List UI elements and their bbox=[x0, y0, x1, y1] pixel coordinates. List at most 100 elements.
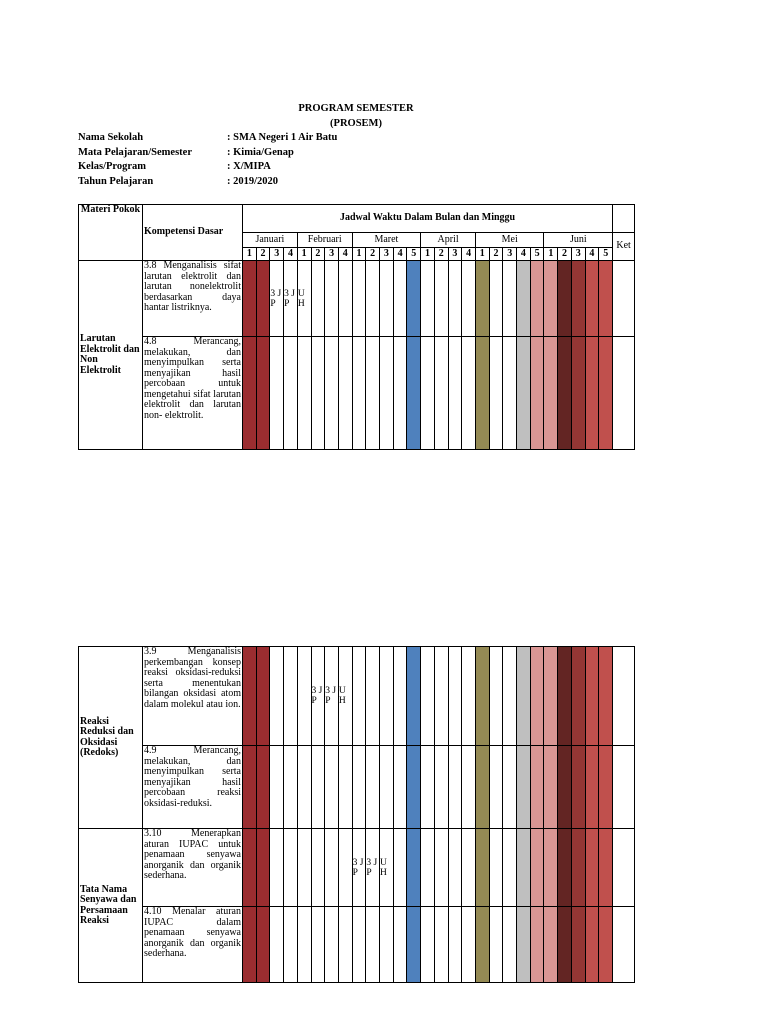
week-cell bbox=[557, 336, 572, 450]
week-cell bbox=[557, 260, 572, 337]
week-cell bbox=[502, 828, 518, 907]
week-cell bbox=[433, 260, 449, 337]
info-value: : X/MIPA bbox=[227, 161, 271, 173]
body-row: 4.8 Merancang, melakukan, dan menyimpulk… bbox=[79, 336, 636, 450]
week-cell: 3 JP bbox=[324, 646, 339, 746]
week-cell bbox=[488, 336, 504, 450]
week-cell bbox=[461, 828, 476, 907]
week-cell bbox=[392, 646, 408, 746]
week-number: 2 bbox=[365, 247, 381, 261]
week-cell: 3 JP bbox=[269, 260, 285, 337]
week-number: 4 bbox=[584, 247, 600, 261]
materi-pokok: Larutan Elektrolit dan Non Elektrolit bbox=[78, 260, 143, 450]
week-cell bbox=[242, 646, 257, 746]
week-cell bbox=[269, 745, 285, 829]
week-cell bbox=[406, 745, 422, 829]
week-cell bbox=[529, 260, 545, 337]
week-cell bbox=[242, 260, 257, 337]
week-cell bbox=[310, 906, 326, 983]
ket-cell bbox=[611, 646, 635, 746]
kompetensi-dasar: 4.8 Merancang, melakukan, dan menyimpulk… bbox=[142, 336, 243, 450]
week-cell bbox=[255, 646, 271, 746]
week-cell bbox=[488, 906, 504, 983]
week-cell bbox=[474, 745, 490, 829]
week-cell bbox=[337, 745, 353, 829]
header-blank bbox=[612, 204, 636, 233]
week-cell bbox=[255, 828, 271, 907]
week-cell bbox=[255, 745, 271, 829]
week-cell bbox=[420, 828, 435, 907]
week-cell bbox=[598, 745, 613, 829]
week-cell bbox=[379, 646, 394, 746]
week-number: 4 bbox=[392, 247, 408, 261]
week-number: 1 bbox=[296, 247, 312, 261]
week-cell bbox=[474, 906, 490, 983]
week-cell bbox=[242, 906, 257, 983]
week-cell bbox=[598, 828, 613, 907]
kompetensi-dasar: 3.8 Menganalisis sifat larutan elektroli… bbox=[142, 260, 243, 337]
week-cell bbox=[570, 906, 586, 983]
week-cell bbox=[379, 260, 394, 337]
week-cell bbox=[324, 260, 339, 337]
month: Januari bbox=[242, 232, 298, 248]
week-cell bbox=[529, 745, 545, 829]
week-cell bbox=[598, 260, 614, 337]
schedule-table: Materi Pokok Kompetensi Dasar Jadwal Waktu… bbox=[78, 204, 636, 450]
week-cell bbox=[351, 336, 367, 450]
week-cell bbox=[365, 646, 381, 746]
week-cell bbox=[255, 336, 271, 450]
week-number: 3 bbox=[324, 247, 339, 261]
week-cell bbox=[337, 828, 353, 907]
week-number: 4 bbox=[283, 247, 298, 261]
week-cell bbox=[529, 828, 545, 907]
week-cell bbox=[516, 260, 531, 337]
week-cell bbox=[269, 828, 285, 907]
week-cell bbox=[488, 828, 504, 907]
week-cell bbox=[516, 745, 531, 829]
week-cell bbox=[379, 745, 394, 829]
header-row: Materi Pokok Kompetensi Dasar Jadwal Waktu… bbox=[78, 204, 636, 261]
week-cell: 3 JP bbox=[283, 260, 298, 337]
week-cell bbox=[296, 336, 312, 450]
week-cell bbox=[584, 336, 600, 450]
week-cell bbox=[324, 906, 339, 983]
header-materi: Materi Pokok bbox=[78, 204, 143, 261]
week-number: 3 bbox=[502, 247, 518, 261]
body-row: Larutan Elektrolit dan Non Elektrolit 3.8… bbox=[78, 260, 636, 450]
info-value: : SMA Negeri 1 Air Batu bbox=[227, 132, 338, 143]
week-cell bbox=[529, 906, 545, 983]
week-number: 2 bbox=[310, 247, 326, 261]
month: April bbox=[420, 232, 476, 248]
week-cell bbox=[516, 828, 531, 907]
week-cell bbox=[598, 336, 614, 450]
week-cell bbox=[406, 260, 422, 337]
week-cell bbox=[502, 906, 518, 983]
week-cell bbox=[406, 828, 422, 907]
week-cell bbox=[557, 745, 572, 829]
week-number: 2 bbox=[433, 247, 449, 261]
week-number: 5 bbox=[529, 247, 545, 261]
week-cell bbox=[296, 646, 312, 746]
schedule-table: Reaksi Reduksi dan Oksidasi (Redoks) 3.9 … bbox=[78, 646, 635, 983]
week-cell bbox=[337, 260, 353, 337]
week-cell bbox=[516, 906, 531, 983]
ket-cell bbox=[612, 336, 636, 450]
week-number: 4 bbox=[337, 247, 353, 261]
week-cell bbox=[337, 336, 353, 450]
week-cell bbox=[242, 828, 257, 907]
ket-cell bbox=[612, 260, 636, 337]
week-cell bbox=[584, 828, 600, 907]
week-cell: U H bbox=[337, 646, 353, 746]
week-cell bbox=[283, 646, 298, 746]
week-number: 1 bbox=[351, 247, 367, 261]
week-cell bbox=[310, 260, 326, 337]
materi-pokok: Tata Nama Senyawa dan Persamaan Reaksi bbox=[78, 828, 143, 983]
week-cell bbox=[447, 745, 463, 829]
week-cell bbox=[337, 906, 353, 983]
kompetensi-dasar: 3.10 Menerapkan aturan IUPAC untuk penam… bbox=[142, 828, 243, 907]
week-cell bbox=[447, 336, 463, 450]
week-cell bbox=[351, 745, 367, 829]
week-cell bbox=[502, 260, 518, 337]
doc-title: PROGRAM SEMESTER bbox=[298, 103, 414, 114]
